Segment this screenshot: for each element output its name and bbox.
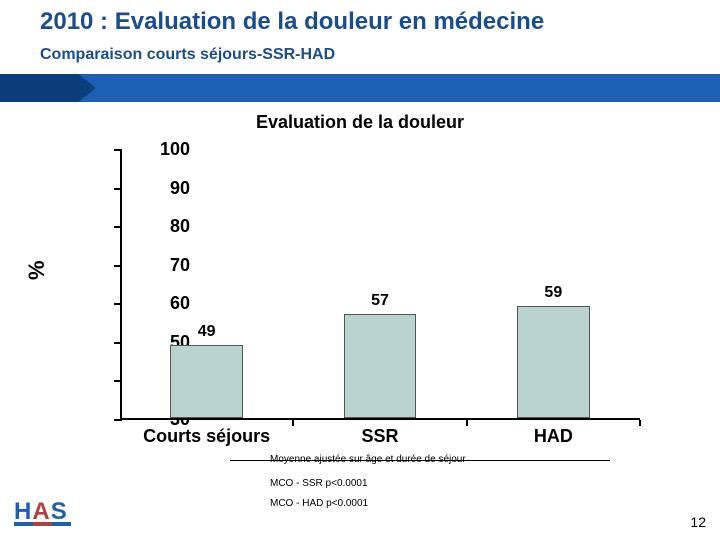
bar-chart: % 30405060708090100 495759 Courts séjour… [60,140,660,460]
bar [344,314,417,418]
bar [170,345,243,418]
accent-bar [0,74,720,102]
slide: 2010 : Evaluation de la douleur en médec… [0,0,720,540]
bar-value-label: 49 [177,323,237,341]
bar [517,306,590,418]
x-tick-mark [639,420,641,426]
y-axis-label: % [24,260,50,280]
page-subtitle: Comparaison courts séjours-SSR-HAD [40,46,335,64]
footnote-p1: MCO - SSR p<0.0001 [270,478,368,489]
accent-bar-dark [0,74,78,102]
bar-value-label: 59 [523,284,583,302]
logo-letter-a: A [32,498,50,525]
footnote-rule [230,460,610,461]
x-category-label: Courts séjours [127,426,287,447]
x-category-label: HAD [473,426,633,447]
bar-value-label: 57 [350,292,410,310]
logo-letter-h: H [14,498,32,525]
x-tick-mark [292,420,294,426]
x-category-label: SSR [300,426,460,447]
chart-title: Evaluation de la douleur [0,112,720,133]
page-number: 12 [690,514,706,530]
logo-underline [14,522,72,526]
page-title: 2010 : Evaluation de la douleur en médec… [40,8,544,36]
logo-letter-s: S [51,498,68,525]
plot-area: 49 57 59 [120,150,640,420]
accent-bar-main [78,74,720,102]
x-tick-mark [466,420,468,426]
logo: HAS [14,498,72,526]
footnote-p2: MCO - HAD p<0.0001 [270,498,368,509]
